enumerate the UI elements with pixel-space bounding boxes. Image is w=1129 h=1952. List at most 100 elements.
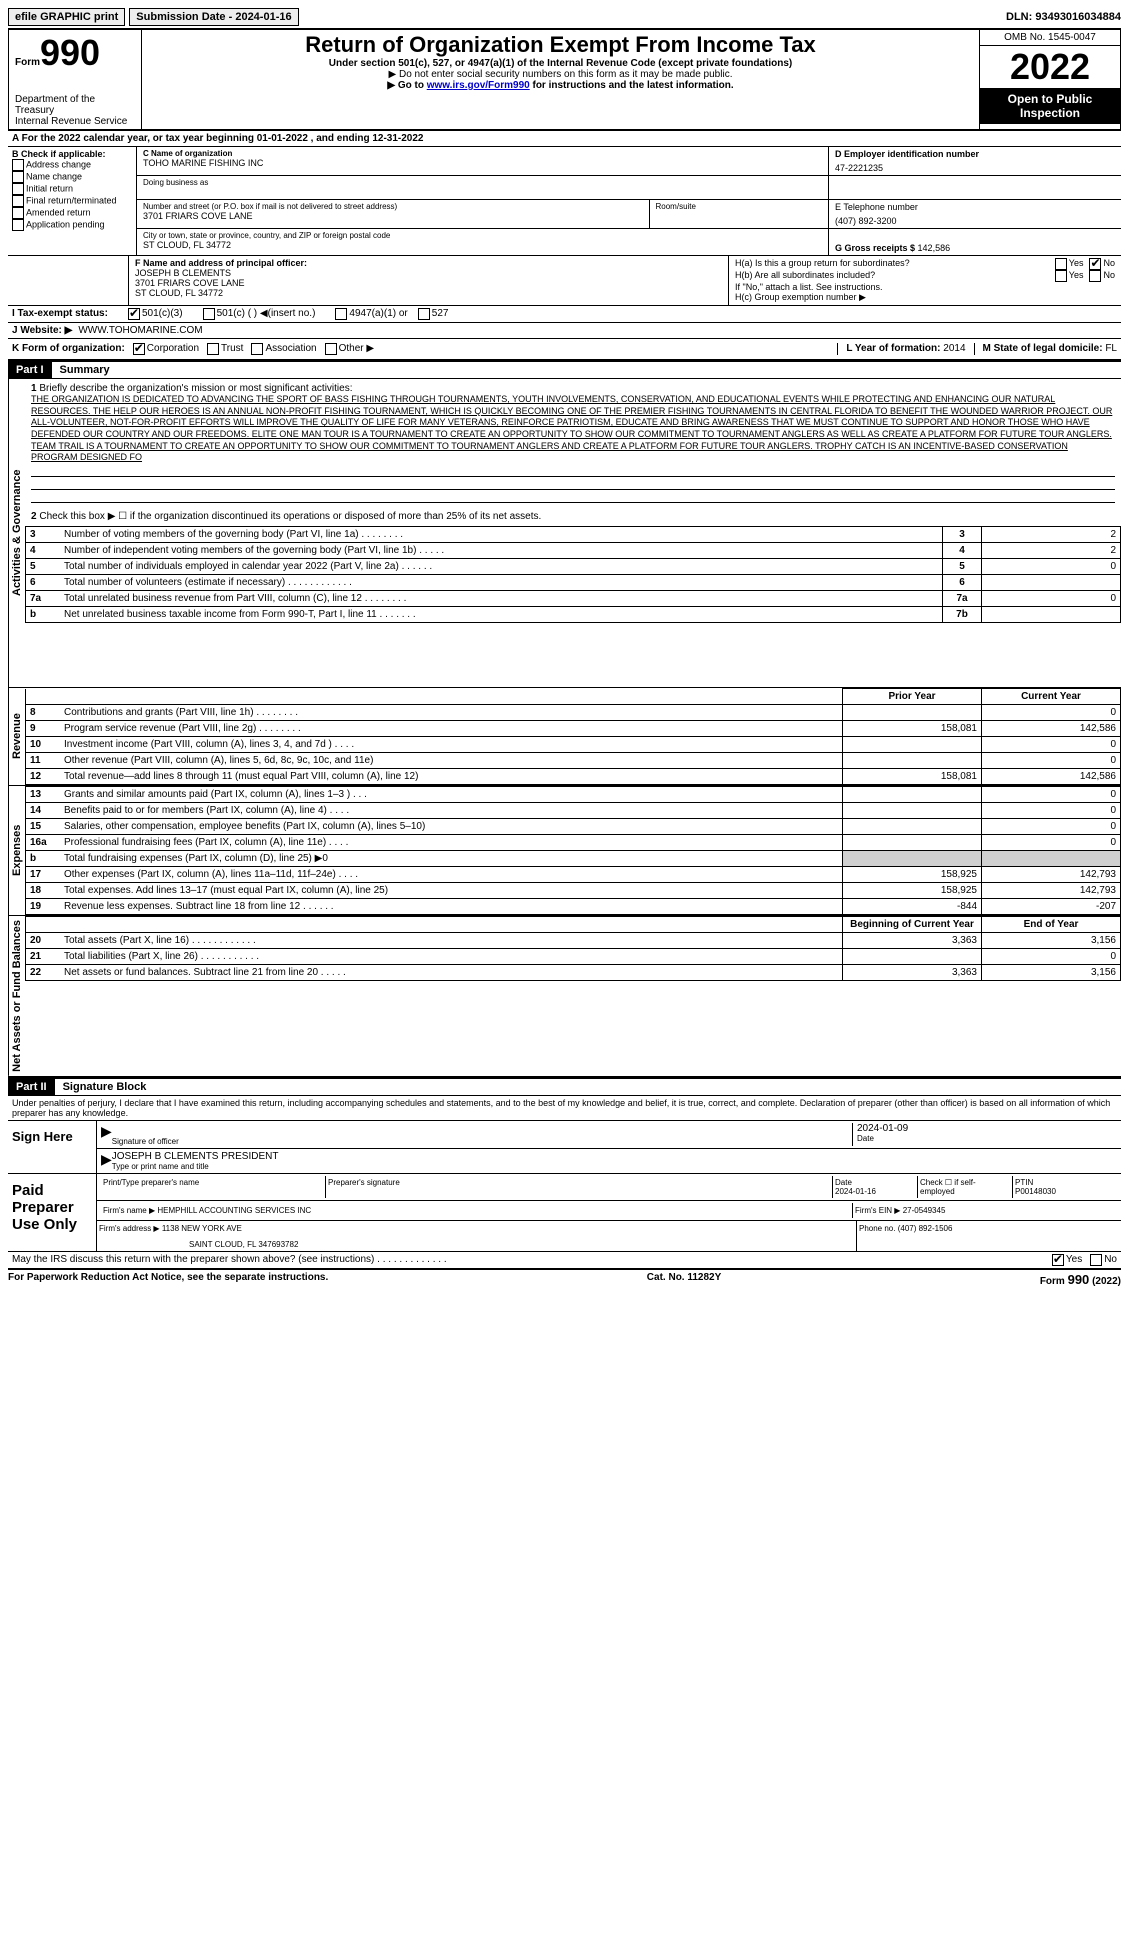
dln: DLN: 93493016034884 [1006, 11, 1121, 23]
g-label: G Gross receipts $ [835, 243, 918, 253]
prior-value: 158,081 [843, 721, 982, 737]
checkbox-app-pending[interactable] [12, 219, 24, 231]
line-num: 3 [26, 527, 61, 543]
expenses-section: Expenses 13 Grants and similar amounts p… [8, 785, 1121, 915]
table-row: 20 Total assets (Part X, line 16) . . . … [26, 933, 1121, 949]
firm-phone-value: (407) 892-1506 [898, 1224, 953, 1233]
current-value: 142,793 [982, 867, 1121, 883]
i-4947-checkbox[interactable] [335, 308, 347, 320]
room-label: Room/suite [656, 202, 823, 211]
line-box: 7b [943, 607, 982, 623]
i-501c-checkbox[interactable] [203, 308, 215, 320]
current-value: 0 [982, 803, 1121, 819]
hc-label: H(c) Group exemption number ▶ [735, 292, 1115, 303]
footer-center: Cat. No. 11282Y [647, 1272, 721, 1287]
checkbox-initial-return[interactable] [12, 183, 24, 195]
prep-sig-cell: Preparer's signature [326, 1176, 833, 1198]
current-value: 0 [982, 753, 1121, 769]
firm-addr-cell: Firm's address ▶ 1138 NEW YORK AVE SAINT… [97, 1221, 856, 1251]
line-num: 14 [26, 803, 61, 819]
may-discuss-line: May the IRS discuss this return with the… [8, 1252, 1121, 1270]
vert-net-assets: Net Assets or Fund Balances [8, 916, 25, 1076]
submission-date-box: Submission Date - 2024-01-16 [129, 8, 298, 26]
e-label: E Telephone number [835, 202, 1115, 212]
addr-label: Number and street (or P.O. box if mail i… [143, 202, 643, 211]
line-desc: Revenue less expenses. Subtract line 18 … [60, 899, 843, 915]
line-j: J Website: ▶ WWW.TOHOMARINE.COM [8, 323, 1121, 339]
line-num: 9 [26, 721, 61, 737]
submission-label: Submission Date - [136, 11, 235, 23]
paid-preparer-label: Paid Preparer Use Only [8, 1174, 97, 1251]
table-row: b Net unrelated business taxable income … [26, 607, 1121, 623]
discuss-no-checkbox[interactable] [1090, 1254, 1102, 1266]
form-number: 990 [40, 32, 100, 73]
website-value: WWW.TOHOMARINE.COM [78, 325, 202, 336]
irs-link[interactable]: www.irs.gov/Form990 [427, 80, 530, 91]
f-spacer [8, 256, 129, 305]
line-desc: Net assets or fund balances. Subtract li… [60, 965, 843, 981]
city-value: ST CLOUD, FL 34772 [143, 240, 822, 250]
current-value: 0 [982, 835, 1121, 851]
line-box: 4 [943, 543, 982, 559]
prior-value [843, 803, 982, 819]
prior-value [843, 705, 982, 721]
line-desc: Total unrelated business revenue from Pa… [60, 591, 943, 607]
prep-date-value: 2024-01-16 [835, 1187, 915, 1196]
k-assoc-checkbox[interactable] [251, 343, 263, 355]
officer-name-line: ▶ JOSEPH B CLEMENTS PRESIDENT Type or pr… [97, 1149, 1121, 1173]
checkbox-final-return[interactable] [12, 195, 24, 207]
k-corp-checkbox[interactable] [133, 343, 145, 355]
footer-right: Form 990 (2022) [1040, 1272, 1121, 1287]
open-inspection: Open to Public Inspection [980, 88, 1120, 124]
line-2: 2 Check this box ▶ ☐ if the organization… [25, 507, 1121, 526]
line-num: b [26, 851, 61, 867]
gross-receipts: 142,586 [918, 243, 951, 253]
line-num: 11 [26, 753, 61, 769]
part2-header-row: Part II Signature Block [8, 1078, 1121, 1096]
k-trust-checkbox[interactable] [207, 343, 219, 355]
ha-no-checkbox[interactable] [1089, 258, 1101, 270]
m-value: FL [1105, 343, 1117, 354]
table-row: 5 Total number of individuals employed i… [26, 559, 1121, 575]
net-header-row: Beginning of Current Year End of Year [26, 917, 1121, 933]
ptin-cell: PTIN P00148030 [1013, 1176, 1117, 1198]
line-desc: Total liabilities (Part X, line 26) . . … [60, 949, 843, 965]
addr-value: 3701 FRIARS COVE LANE [143, 211, 643, 221]
sig-officer-area: Signature of officer [112, 1123, 852, 1146]
form-header: Form990 Department of the Treasury Inter… [8, 28, 1121, 131]
hb-yes-checkbox[interactable] [1055, 270, 1067, 282]
current-value: 0 [982, 949, 1121, 965]
sig-officer-line: ▶ Signature of officer 2024-01-09 Date [97, 1121, 1121, 1149]
checkbox-name-change[interactable] [12, 171, 24, 183]
k-other-checkbox[interactable] [325, 343, 337, 355]
current-value: 142,586 [982, 721, 1121, 737]
i-opt2: 501(c) ( ) ◀(insert no.) [217, 308, 316, 320]
city-cell: City or town, state or province, country… [137, 229, 828, 255]
current-value: 0 [982, 787, 1121, 803]
form-title: Return of Organization Exempt From Incom… [148, 32, 973, 58]
arrow-icon: ▶ [101, 1123, 112, 1146]
city-label: City or town, state or province, country… [143, 231, 822, 240]
line-desc: Other revenue (Part VIII, column (A), li… [60, 753, 843, 769]
ssn-note: ▶ Do not enter social security numbers o… [148, 69, 973, 80]
part1-header-row: Part I Summary [8, 361, 1121, 379]
i-501c3-checkbox[interactable] [128, 308, 140, 320]
current-value: 3,156 [982, 965, 1121, 981]
hb-yes: Yes [1069, 270, 1084, 282]
hb-no-checkbox[interactable] [1089, 270, 1101, 282]
checkbox-amended-return[interactable] [12, 207, 24, 219]
table-row: 14 Benefits paid to or for members (Part… [26, 803, 1121, 819]
preparer-line-1: Print/Type preparer's name Preparer's si… [97, 1174, 1121, 1201]
discuss-yes-checkbox[interactable] [1052, 1254, 1064, 1266]
firm-ein-label: Firm's EIN ▶ [855, 1206, 903, 1215]
i-527-checkbox[interactable] [418, 308, 430, 320]
line-desc: Other expenses (Part IX, column (A), lin… [60, 867, 843, 883]
checkbox-address-change[interactable] [12, 159, 24, 171]
ha-yes: Yes [1069, 258, 1084, 270]
prior-value: 158,925 [843, 883, 982, 899]
officer-addr1: 3701 FRIARS COVE LANE [135, 278, 722, 288]
efile-print-button[interactable]: efile GRAPHIC print [8, 8, 125, 26]
ha-yes-checkbox[interactable] [1055, 258, 1067, 270]
table-row: b Total fundraising expenses (Part IX, c… [26, 851, 1121, 867]
f-label: F Name and address of principal officer: [135, 258, 722, 268]
